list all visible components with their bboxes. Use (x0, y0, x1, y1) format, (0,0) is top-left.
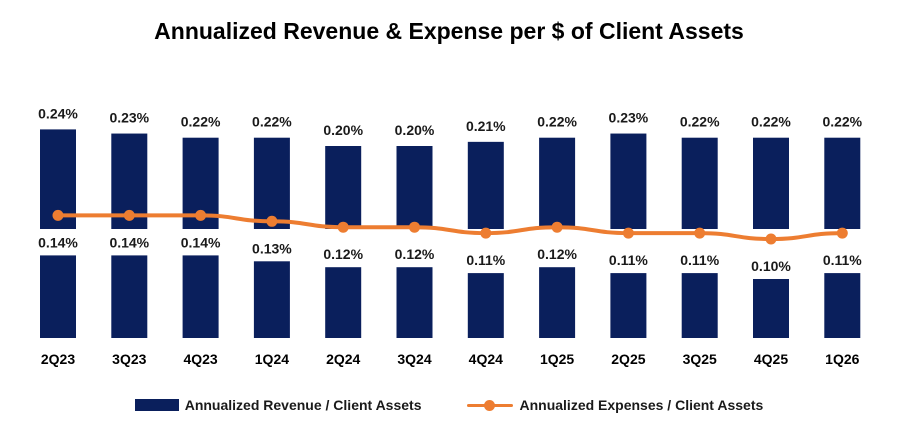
expense-line (52, 209, 848, 245)
revenue-value-label: 0.22% (181, 114, 221, 130)
revenue-bar (396, 146, 433, 229)
expense-bar (396, 267, 433, 338)
x-tick-label: 1Q26 (825, 351, 859, 367)
x-tick-label: 2Q23 (41, 351, 75, 367)
legend-revenue-swatch (134, 399, 179, 411)
expense-bar (824, 273, 861, 338)
expense-value-label: 0.14% (109, 234, 149, 250)
x-tick-label: 3Q24 (397, 351, 431, 367)
x-tick-label: 4Q23 (183, 351, 217, 367)
revenue-value-label: 0.23% (609, 110, 649, 126)
x-tick-label: 4Q24 (469, 351, 503, 367)
revenue-bars (40, 129, 861, 338)
revenue-bar (681, 137, 718, 229)
expense-line-path (56, 213, 845, 241)
revenue-value-label: 0.22% (680, 114, 720, 130)
expense-bar (753, 279, 789, 338)
legend-item-expense: Annualized Expenses / Client Assets (467, 397, 763, 413)
expense-point (123, 209, 135, 221)
revenue-bar (539, 137, 576, 229)
x-tick-label: 2Q25 (611, 351, 645, 367)
revenue-value-label: 0.22% (751, 114, 791, 130)
data-labels: 0.24% 0.14% 0.23% 0.14% 0.22% 0.14% 0.22% 0.13%… (38, 105, 863, 274)
legend-item-revenue: Annualized Revenue / Client Assets (134, 397, 422, 413)
expense-value-label: 0.11% (680, 252, 719, 268)
legend-revenue-label: Annualized Revenue / Client Assets (184, 397, 422, 413)
expense-value-label: 0.10% (751, 258, 791, 274)
expense-point (551, 221, 563, 233)
x-tick-label: 1Q25 (540, 351, 574, 367)
expense-point (266, 215, 278, 227)
expense-bar (539, 267, 576, 338)
expense-value-label: 0.14% (38, 234, 78, 250)
expense-point (337, 221, 349, 233)
expense-point (480, 227, 492, 239)
revenue-bar (253, 137, 290, 229)
x-tick-label: 2Q24 (326, 351, 360, 367)
expense-value-label: 0.11% (466, 252, 505, 268)
expense-point (52, 209, 64, 221)
x-tick-label: 1Q24 (255, 351, 289, 367)
expense-point (622, 227, 634, 239)
expense-value-label: 0.12% (395, 246, 435, 262)
expense-value-label: 0.14% (181, 234, 221, 250)
expense-point (195, 209, 207, 221)
expense-value-label: 0.11% (609, 252, 648, 268)
legend: Annualized Revenue / Client Assets Annua… (0, 394, 898, 416)
legend-expense-label: Annualized Expenses / Client Assets (519, 397, 764, 413)
expense-bar (681, 273, 718, 338)
expense-bar (467, 273, 504, 338)
expense-value-label: 0.13% (252, 240, 292, 256)
revenue-value-label: 0.22% (537, 114, 577, 130)
expense-bar (325, 267, 362, 338)
expense-point (409, 221, 420, 233)
expense-point (836, 227, 848, 239)
revenue-value-label: 0.22% (252, 114, 292, 130)
revenue-value-label: 0.22% (822, 114, 862, 130)
expense-value-label: 0.12% (323, 246, 363, 262)
x-tick-label: 3Q25 (683, 351, 717, 367)
expense-value-label: 0.12% (537, 246, 577, 262)
legend-expense-swatch (467, 399, 514, 411)
x-axis-ticks: 2Q23 3Q23 4Q23 1Q24 2Q24 3Q24 4Q24 1Q25 2Q25 3Q25… (41, 351, 860, 367)
expense-point (694, 227, 706, 239)
chart-title: Annualized Revenue & Expense per $ of Cl… (154, 18, 744, 44)
expense-bar (40, 255, 76, 338)
revenue-value-label: 0.21% (466, 118, 506, 134)
expense-bar (111, 255, 148, 338)
revenue-bar (753, 137, 789, 229)
revenue-value-label: 0.23% (109, 110, 149, 126)
revenue-value-label: 0.20% (395, 122, 435, 138)
revenue-value-label: 0.20% (323, 122, 363, 138)
revenue-value-label: 0.24% (38, 105, 78, 121)
expense-point (765, 233, 777, 245)
revenue-bar (467, 141, 504, 229)
expense-bar (610, 273, 647, 338)
expense-bar (253, 261, 290, 338)
revenue-bar (325, 146, 362, 229)
revenue-bar (610, 133, 647, 229)
expense-bar (182, 255, 219, 338)
x-tick-label: 3Q23 (112, 351, 146, 367)
expense-value-label: 0.11% (823, 252, 862, 268)
x-tick-label: 4Q25 (754, 351, 788, 367)
revenue-bar (824, 137, 861, 229)
